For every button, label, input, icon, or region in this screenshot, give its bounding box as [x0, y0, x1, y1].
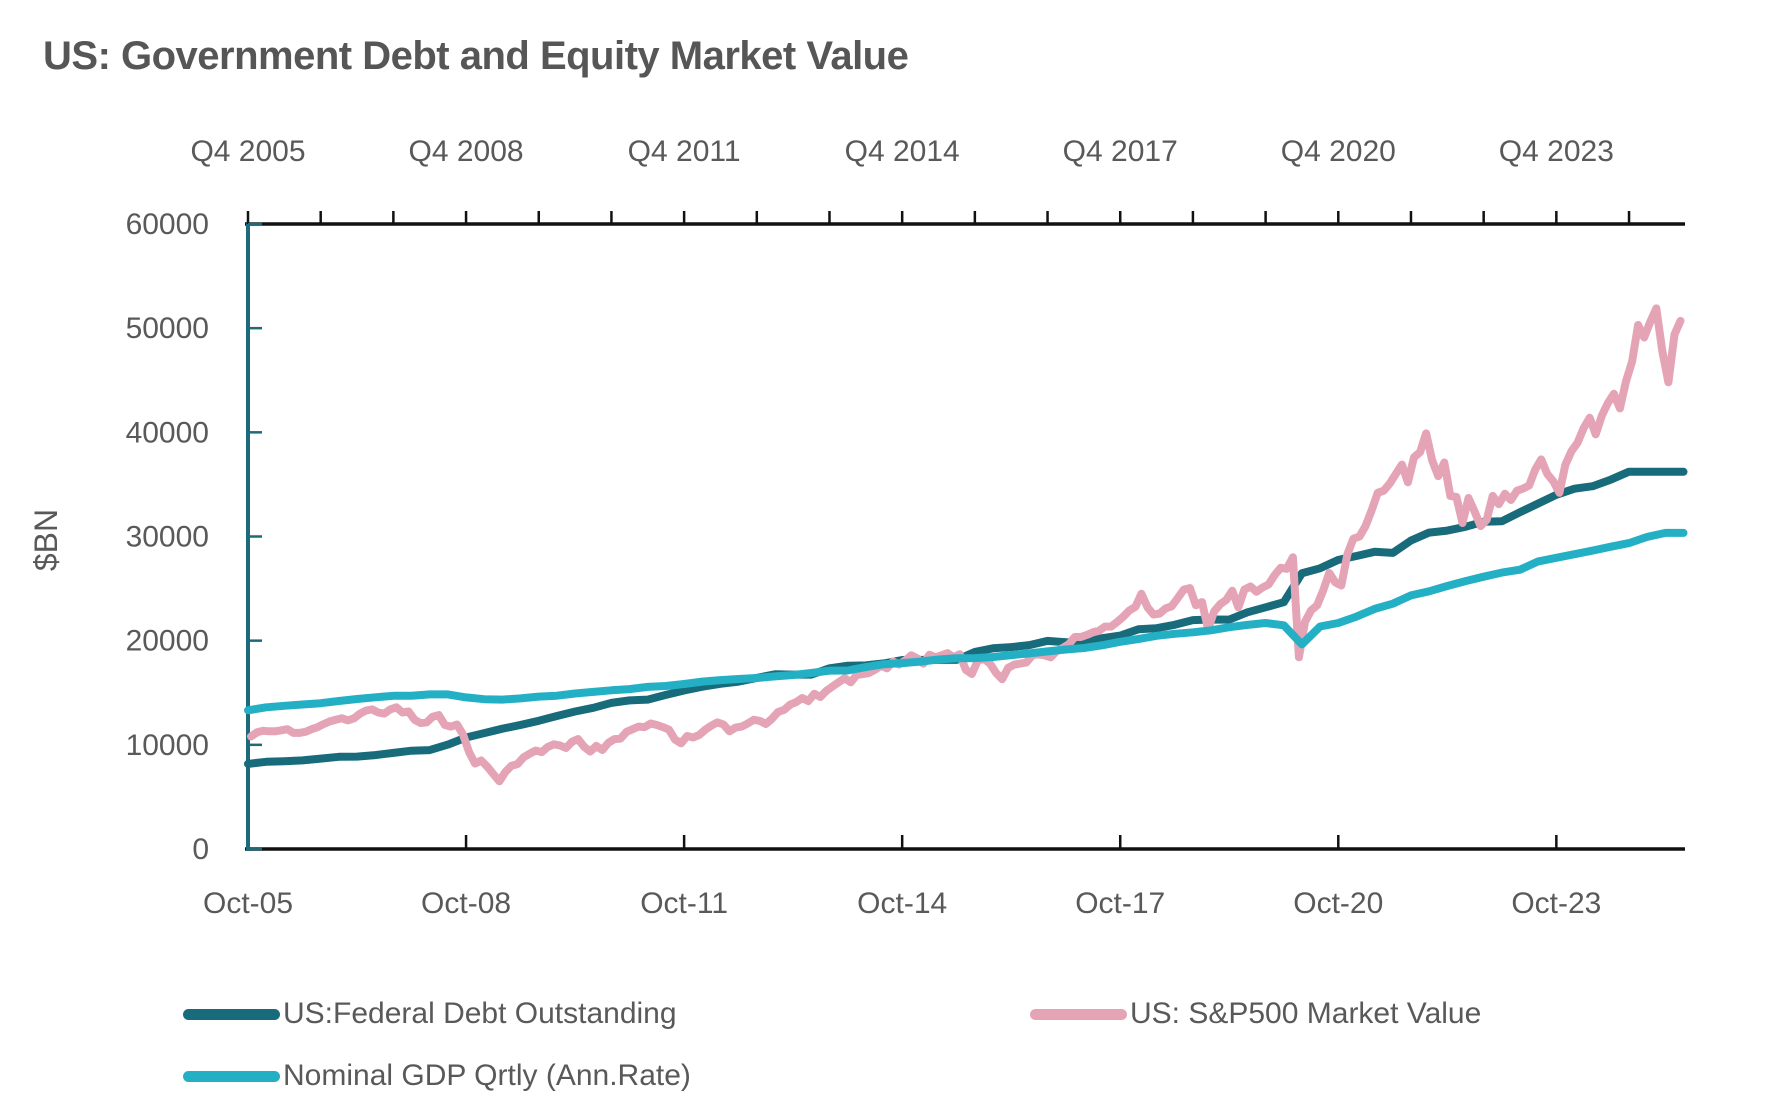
- bottom-axis-label: Oct-08: [421, 887, 511, 920]
- series-line-1: [247, 304, 1685, 786]
- federal-debt-line-swatch: [183, 1008, 280, 1020]
- top-axis-label: Q4 2020: [1281, 135, 1396, 168]
- top-axis-label: Q4 2005: [190, 135, 305, 168]
- bottom-axis-label: Oct-11: [640, 887, 728, 920]
- bottom-axis-label: Oct-23: [1511, 887, 1601, 920]
- y-axis-label: 20000: [126, 625, 209, 658]
- series-line-2: [244, 528, 1688, 715]
- top-axis-label: Q4 2017: [1063, 135, 1178, 168]
- top-axis-label: Q4 2014: [845, 135, 960, 168]
- y-axis-label: 30000: [126, 521, 209, 554]
- y-axis-label: 50000: [126, 312, 209, 345]
- top-axis-label: Q4 2008: [409, 135, 524, 168]
- y-axis-label: 0: [192, 833, 209, 866]
- bottom-axis-label: Oct-14: [857, 887, 947, 920]
- top-axis-label: Q4 2011: [628, 135, 741, 168]
- legend-item-gdp: Nominal GDP Qrtly (Ann.Rate): [183, 1057, 691, 1095]
- y-axis-label: 60000: [126, 208, 209, 241]
- chart-title: US: Government Debt and Equity Market Va…: [43, 34, 909, 78]
- legend-label-federal-debt: US:Federal Debt Outstanding: [283, 997, 677, 1030]
- gdp-line-swatch: [183, 1070, 280, 1082]
- sp500-line-swatch: [1030, 1008, 1127, 1020]
- bottom-axis-label: Oct-17: [1075, 887, 1165, 920]
- y-axis-label: 10000: [126, 729, 209, 762]
- bottom-axis-label: Oct-20: [1293, 887, 1383, 920]
- bottom-axis-label: Oct-05: [203, 887, 293, 920]
- y-axis-title: $BN: [28, 509, 64, 571]
- legend-item-sp500: US: S&P500 Market Value: [1030, 995, 1481, 1033]
- legend-item-federal-debt: US:Federal Debt Outstanding: [183, 995, 677, 1033]
- y-axis-label: 40000: [126, 416, 209, 449]
- legend-label-sp500: US: S&P500 Market Value: [1130, 997, 1482, 1030]
- legend-label-gdp: Nominal GDP Qrtly (Ann.Rate): [283, 1059, 691, 1092]
- top-axis-label: Q4 2023: [1499, 135, 1614, 168]
